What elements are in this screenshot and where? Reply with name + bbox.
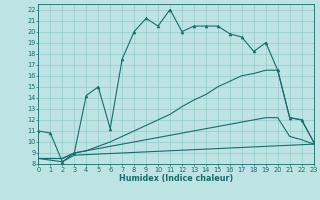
X-axis label: Humidex (Indice chaleur): Humidex (Indice chaleur) (119, 174, 233, 183)
